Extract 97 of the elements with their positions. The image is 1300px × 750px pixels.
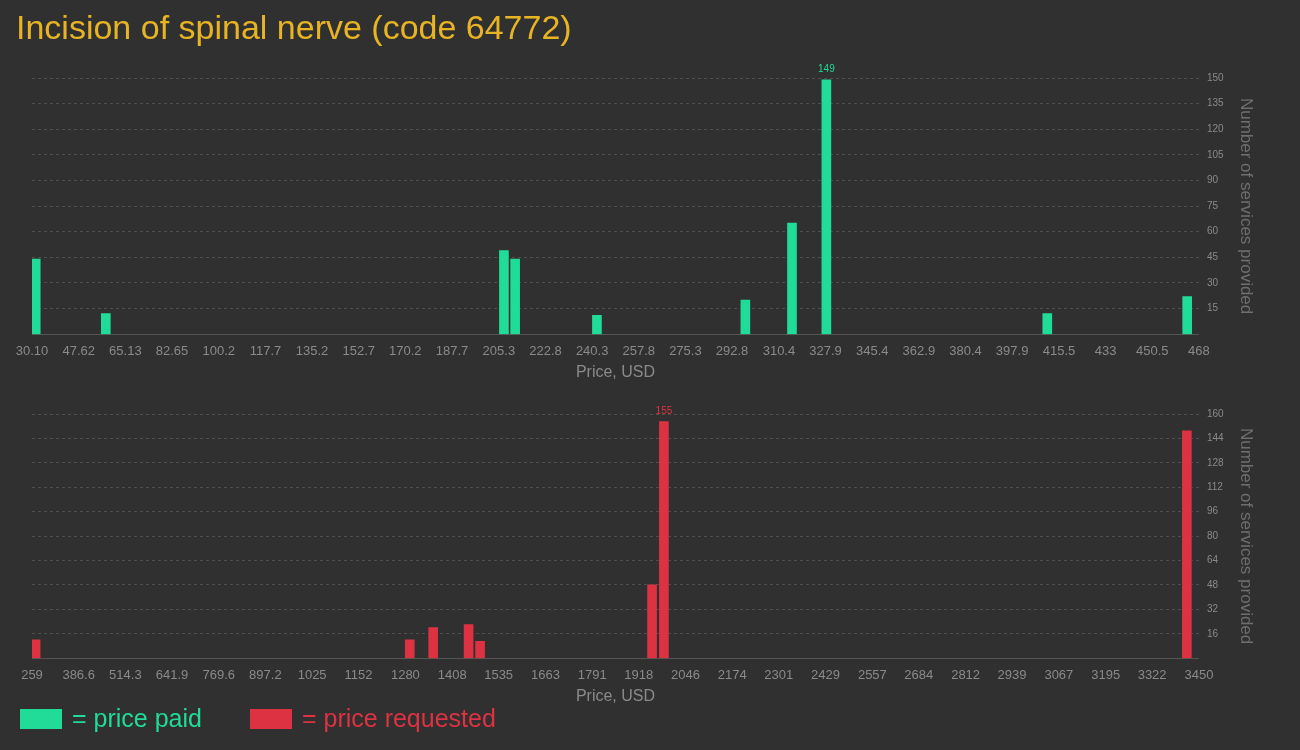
bar (1182, 296, 1193, 335)
x-tick-label: 47.62 (62, 342, 95, 358)
y-tick-label: 75 (1206, 199, 1219, 211)
bar (659, 421, 669, 659)
y-tick-label: 135 (1206, 97, 1225, 109)
x-tick-label: 514.3 (109, 666, 142, 682)
x-tick-label: 1408 (437, 666, 467, 682)
y-tick-label: 160 (1206, 407, 1225, 419)
x-tick-label: 135.2 (295, 342, 329, 358)
x-tick-label: 152.7 (342, 342, 375, 358)
x-tick-label: 205.3 (482, 342, 516, 358)
legend-label: = price requested (301, 704, 496, 733)
x-tick-label: 82.65 (155, 342, 189, 358)
y-tick-label: 45 (1206, 251, 1219, 263)
x-tick-label: 259 (21, 666, 43, 682)
x-tick-label: 415.5 (1042, 342, 1076, 358)
x-tick-label: 2429 (811, 666, 841, 682)
legend-label: = price paid (72, 704, 202, 733)
y-tick-label: 90 (1206, 174, 1219, 186)
bar (647, 584, 657, 659)
x-tick-label: 3195 (1091, 666, 1121, 682)
x-tick-label: 3322 (1137, 666, 1167, 682)
y-tick-label: 64 (1206, 554, 1219, 566)
x-tick-label: 380.4 (949, 342, 982, 358)
x-tick-label: 240.3 (575, 342, 609, 358)
bar (475, 641, 485, 659)
y-tick-label: 120 (1206, 122, 1225, 134)
x-tick-label: 187.7 (435, 342, 469, 358)
x-tick-label: 1918 (624, 666, 654, 682)
bar (428, 627, 438, 659)
y-tick-label: 80 (1206, 529, 1219, 541)
x-tick-label: 292.8 (715, 342, 749, 358)
x-tick-label: 2812 (951, 666, 981, 682)
x-tick-label: 2046 (671, 666, 700, 682)
x-tick-label: 345.4 (855, 342, 889, 358)
x-tick-label: 397.9 (995, 342, 1029, 358)
y-axis-title: Number of services provided (1237, 97, 1257, 315)
bar (463, 624, 474, 659)
x-tick-label: 2939 (997, 666, 1027, 682)
y-tick-label: 96 (1206, 505, 1219, 517)
x-tick-label: 1535 (484, 666, 514, 682)
x-tick-label: 386.6 (62, 666, 95, 682)
x-tick-label: 170.2 (389, 342, 422, 358)
x-tick-label: 433 (1094, 342, 1117, 358)
data-label: 149 (818, 63, 836, 75)
chart-title: Incision of spinal nerve (code 64772) (16, 8, 572, 47)
bar (100, 313, 111, 335)
y-tick-label: 30 (1206, 276, 1219, 288)
bar (1042, 313, 1053, 335)
bar (821, 79, 832, 335)
data-label: 155 (655, 405, 673, 417)
y-tick-label: 105 (1206, 148, 1225, 160)
x-tick-label: 30.10 (15, 342, 49, 358)
x-tick-label: 468 (1188, 342, 1210, 358)
x-tick-label: 1152 (344, 666, 373, 682)
y-tick-label: 16 (1206, 627, 1219, 639)
x-tick-label: 1663 (530, 666, 560, 682)
x-tick-label: 2301 (764, 666, 794, 682)
x-tick-label: 117.7 (249, 342, 282, 358)
bar (787, 222, 797, 335)
y-tick-label: 15 (1206, 302, 1219, 314)
x-tick-label: 310.4 (762, 342, 796, 358)
x-tick-label: 327.9 (809, 342, 842, 358)
bar (1182, 430, 1192, 659)
bar (592, 315, 602, 335)
y-tick-label: 60 (1206, 225, 1219, 237)
bar (32, 258, 41, 335)
x-tick-label: 450.5 (1136, 342, 1169, 358)
bar (740, 299, 751, 335)
x-tick-label: 362.9 (902, 342, 936, 358)
x-tick-label: 3450 (1184, 666, 1214, 682)
x-tick-label: 100.2 (202, 342, 236, 358)
y-tick-label: 144 (1206, 432, 1225, 444)
x-tick-label: 1791 (577, 666, 607, 682)
x-axis-title: Price, USD (575, 686, 656, 704)
x-axis-title: Price, USD (575, 362, 656, 380)
x-tick-label: 65.13 (109, 342, 142, 358)
y-tick-label: 128 (1206, 456, 1225, 468)
x-tick-label: 275.3 (669, 342, 702, 358)
x-tick-label: 641.9 (155, 666, 189, 682)
x-tick-label: 2174 (717, 666, 747, 682)
x-tick-label: 897.2 (249, 666, 282, 682)
x-tick-label: 1280 (390, 666, 420, 682)
y-tick-label: 112 (1206, 481, 1224, 493)
y-tick-label: 32 (1206, 603, 1219, 615)
y-tick-label: 150 (1206, 71, 1225, 83)
x-tick-label: 1025 (297, 666, 327, 682)
x-tick-label: 257.8 (622, 342, 656, 358)
x-tick-label: 3067 (1044, 666, 1074, 682)
x-tick-label: 769.6 (202, 666, 235, 682)
x-tick-label: 222.8 (529, 342, 562, 358)
bar (32, 639, 41, 659)
x-tick-label: 2684 (904, 666, 934, 682)
bar (404, 639, 415, 659)
y-tick-label: 48 (1206, 578, 1219, 590)
y-axis-title: Number of services provided (1237, 427, 1257, 645)
x-tick-label: 2557 (857, 666, 887, 682)
